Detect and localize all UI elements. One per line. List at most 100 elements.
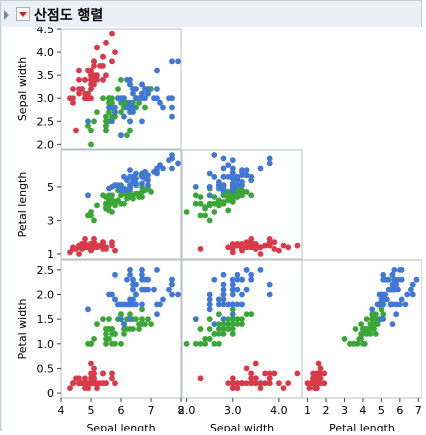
data-point [220, 326, 227, 332]
y-tick-label: 2.0 [37, 289, 55, 302]
data-point [229, 182, 236, 189]
data-point [109, 209, 115, 215]
data-point [220, 165, 227, 172]
data-point [248, 177, 255, 184]
data-point [361, 326, 368, 332]
data-point [76, 251, 82, 257]
data-point [313, 370, 320, 377]
data-point [197, 375, 204, 382]
data-point [91, 76, 97, 83]
data-point [271, 246, 278, 252]
y-tick-label: 3.5 [37, 69, 55, 82]
data-point [243, 267, 250, 273]
data-point [252, 241, 259, 247]
data-point [369, 306, 376, 313]
data-point [276, 247, 282, 254]
y-tick-label: 4.0 [37, 46, 55, 59]
data-point [239, 192, 245, 199]
data-point [103, 380, 109, 387]
data-point [252, 375, 259, 382]
data-point [248, 370, 255, 377]
data-point [225, 207, 232, 214]
data-point [229, 326, 236, 332]
scatter-matrix-area: 2.0 2.5 3.0 3.5 4.0 4.5 Sepal width 1 3 5 Petal le… [2, 23, 423, 435]
data-point [252, 380, 259, 387]
data-point [225, 316, 232, 322]
data-point [112, 271, 118, 278]
data-point [361, 340, 368, 347]
data-point [229, 301, 236, 308]
data-point [133, 291, 139, 298]
data-point [220, 155, 227, 162]
data-point [234, 276, 241, 283]
data-point [243, 167, 250, 174]
data-point [229, 331, 236, 337]
data-point [206, 296, 213, 303]
data-point [88, 86, 94, 92]
data-point [239, 187, 245, 194]
data-point [239, 316, 245, 322]
data-point [206, 306, 213, 313]
y-axis-label-petal-width: Petal width [16, 299, 29, 360]
data-point [127, 271, 133, 278]
data-point [396, 301, 403, 308]
data-point [239, 301, 245, 308]
y-axis-label-sepal-width: Sepal width [16, 57, 29, 121]
data-point [127, 104, 133, 111]
red-triangle-menu-button[interactable] [16, 7, 30, 21]
data-point [118, 316, 124, 322]
data-point [266, 155, 273, 162]
data-point [243, 239, 250, 246]
data-point [157, 99, 163, 106]
data-point [197, 340, 204, 347]
data-point [106, 109, 112, 115]
data-point [136, 326, 142, 332]
data-point [88, 212, 94, 219]
data-point [118, 187, 124, 194]
data-point [243, 365, 250, 372]
data-point [115, 86, 121, 92]
data-point [211, 276, 218, 283]
data-point [88, 360, 94, 367]
data-point [91, 63, 97, 69]
data-point [216, 326, 222, 332]
data-point [202, 205, 209, 212]
data-point [169, 95, 175, 102]
data-point [380, 316, 387, 322]
data-point [266, 160, 273, 167]
data-point [100, 370, 106, 377]
data-point [88, 244, 94, 251]
data-point [154, 301, 160, 308]
data-point [197, 200, 204, 207]
data-point [389, 281, 396, 288]
data-point [82, 95, 88, 102]
data-point [100, 95, 106, 102]
data-point [76, 90, 82, 97]
data-point [216, 321, 222, 327]
data-point [127, 184, 133, 190]
data-point [130, 86, 136, 92]
data-point [257, 251, 264, 257]
data-point [239, 179, 245, 185]
data-point [169, 281, 175, 288]
data-point [175, 58, 181, 65]
data-point [234, 242, 241, 249]
data-point [136, 194, 142, 200]
data-point [229, 170, 236, 177]
data-point [225, 195, 232, 202]
data-point [109, 99, 115, 106]
data-point [106, 104, 112, 111]
y-tick-label: 4.5 [37, 27, 55, 36]
data-point [197, 326, 204, 332]
data-point [391, 267, 398, 273]
x-tick-label: 3 [341, 404, 348, 417]
data-point [197, 194, 204, 200]
disclosure-triangle-icon[interactable] [4, 10, 9, 20]
data-point [229, 281, 236, 288]
data-point [103, 336, 109, 342]
data-point [139, 306, 145, 313]
data-point [376, 291, 383, 298]
data-point [321, 380, 328, 387]
data-point [398, 296, 405, 303]
data-point [211, 173, 218, 180]
